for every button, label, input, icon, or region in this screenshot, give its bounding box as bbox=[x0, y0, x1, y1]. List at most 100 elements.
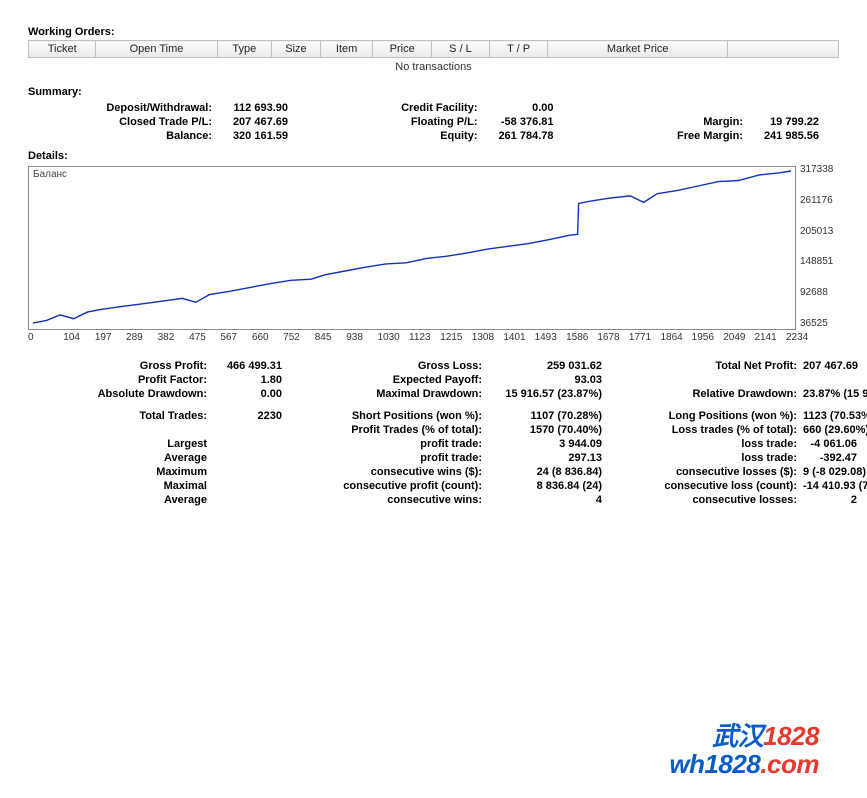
chart-x-tick: 289 bbox=[126, 332, 143, 343]
orders-col-header[interactable]: Price bbox=[373, 41, 432, 58]
details-label bbox=[28, 424, 213, 436]
summary-label: Deposit/Withdrawal: bbox=[28, 102, 218, 114]
details-label: Average bbox=[28, 452, 213, 464]
details-title: Details: bbox=[28, 150, 839, 162]
details-value: 24 (8 836.84) bbox=[488, 466, 618, 478]
summary-label: Floating P/L: bbox=[308, 116, 484, 128]
summary-value: 241 985.56 bbox=[749, 130, 839, 142]
chart-x-tick: 1308 bbox=[472, 332, 494, 343]
summary-label: Closed Trade P/L: bbox=[28, 116, 218, 128]
summary-label: Free Margin: bbox=[574, 130, 750, 142]
chart-x-tick: 938 bbox=[346, 332, 363, 343]
chart-x-tick: 0 bbox=[28, 332, 34, 343]
details-value: 1123 (70.53%) bbox=[803, 410, 867, 422]
details-value: 15 916.57 (23.87%) bbox=[488, 388, 618, 400]
orders-col-header[interactable]: S / L bbox=[431, 41, 489, 58]
chart-x-tick: 1493 bbox=[535, 332, 557, 343]
details-value: 0.00 bbox=[213, 388, 298, 400]
chart-x-tick: 1401 bbox=[503, 332, 525, 343]
summary-value: 0.00 bbox=[484, 102, 574, 114]
details-value: 3 944.09 bbox=[488, 438, 618, 450]
details-label: Total Trades: bbox=[28, 410, 213, 422]
summary-title: Summary: bbox=[28, 86, 839, 98]
summary-label: Balance: bbox=[28, 130, 218, 142]
details-label: Relative Drawdown: bbox=[618, 388, 803, 400]
orders-col-header[interactable]: Size bbox=[272, 41, 321, 58]
details-label: Gross Loss: bbox=[298, 360, 488, 372]
details-label: Profit Factor: bbox=[28, 374, 213, 386]
details-value: 1.80 bbox=[213, 374, 298, 386]
chart-y-tick: 261176 bbox=[800, 195, 833, 206]
details-value: 93.03 bbox=[488, 374, 618, 386]
summary-value: -58 376.81 bbox=[484, 116, 574, 128]
details-value: -392.47 bbox=[803, 452, 867, 464]
chart-series-label: Баланс bbox=[33, 169, 67, 180]
details-label: Short Positions (won %): bbox=[298, 410, 488, 422]
chart-x-tick: 2234 bbox=[786, 332, 808, 343]
details-value: 8 836.84 (24) bbox=[488, 480, 618, 492]
chart-x-tick: 845 bbox=[315, 332, 332, 343]
details-label: consecutive loss (count): bbox=[618, 480, 803, 492]
orders-col-header[interactable] bbox=[728, 41, 839, 58]
chart-y-tick: 36525 bbox=[800, 318, 828, 329]
details-label: consecutive wins ($): bbox=[298, 466, 488, 478]
details-label: profit trade: bbox=[298, 452, 488, 464]
orders-col-header[interactable]: Type bbox=[217, 41, 272, 58]
details-value: 207 467.69 bbox=[803, 360, 867, 372]
details-value: 23.87% (15 916.57) bbox=[803, 388, 867, 400]
details-label: Loss trades (% of total): bbox=[618, 424, 803, 436]
orders-col-header[interactable]: Ticket bbox=[29, 41, 96, 58]
details-label bbox=[618, 374, 803, 386]
details-value: 259 031.62 bbox=[488, 360, 618, 372]
chart-x-tick: 197 bbox=[95, 332, 112, 343]
summary-label: Equity: bbox=[308, 130, 484, 142]
details-value bbox=[213, 466, 298, 478]
no-transactions-text: No transactions bbox=[29, 58, 839, 77]
chart-y-tick: 317338 bbox=[800, 164, 833, 175]
details-label: Total Net Profit: bbox=[618, 360, 803, 372]
summary-value: 112 693.90 bbox=[218, 102, 308, 114]
chart-x-tick: 2141 bbox=[754, 332, 776, 343]
watermark-l2-blue: wh1828 bbox=[669, 749, 760, 779]
chart-x-tick: 752 bbox=[283, 332, 300, 343]
details-value: 466 499.31 bbox=[213, 360, 298, 372]
working-orders-table: TicketOpen TimeTypeSizeItemPriceS / LT /… bbox=[28, 40, 839, 76]
details-label: Maximal bbox=[28, 480, 213, 492]
chart-y-tick: 92688 bbox=[800, 287, 828, 298]
details-value bbox=[213, 494, 298, 506]
chart-box: Баланс bbox=[28, 166, 796, 330]
summary-label: Margin: bbox=[574, 116, 750, 128]
chart-x-tick: 1956 bbox=[692, 332, 714, 343]
chart-x-tick: 1771 bbox=[629, 332, 651, 343]
orders-col-header[interactable]: Market Price bbox=[548, 41, 728, 58]
chart-svg bbox=[29, 167, 795, 329]
details-value: 297.13 bbox=[488, 452, 618, 464]
details-label: consecutive losses ($): bbox=[618, 466, 803, 478]
chart-x-tick: 1678 bbox=[597, 332, 619, 343]
details-label: Profit Trades (% of total): bbox=[298, 424, 488, 436]
details-label: consecutive wins: bbox=[298, 494, 488, 506]
summary-value: 261 784.78 bbox=[484, 130, 574, 142]
details-label: Expected Payoff: bbox=[298, 374, 488, 386]
details-value: 2 bbox=[803, 494, 867, 506]
details-label: loss trade: bbox=[618, 438, 803, 450]
orders-col-header[interactable]: Open Time bbox=[96, 41, 217, 58]
orders-col-header[interactable]: T / P bbox=[490, 41, 548, 58]
chart-x-labels: 0104197289382475567660752845938103011231… bbox=[28, 332, 794, 346]
details-value: -4 061.06 bbox=[803, 438, 867, 450]
chart-x-tick: 1030 bbox=[377, 332, 399, 343]
chart-y-labels: 3173382611762050131488519268836525 bbox=[800, 166, 850, 328]
summary-label bbox=[574, 102, 750, 114]
summary-grid: Deposit/Withdrawal:112 693.90Credit Faci… bbox=[28, 102, 839, 142]
details-stats-grid: Gross Profit:466 499.31Gross Loss:259 03… bbox=[28, 360, 839, 506]
orders-col-header[interactable]: Item bbox=[320, 41, 373, 58]
details-value: -14 410.93 (7) bbox=[803, 480, 867, 492]
details-label: consecutive profit (count): bbox=[298, 480, 488, 492]
chart-x-tick: 475 bbox=[189, 332, 206, 343]
watermark-l1-blue: 武汉 bbox=[712, 721, 763, 751]
chart-x-tick: 1864 bbox=[660, 332, 682, 343]
working-orders-title: Working Orders: bbox=[28, 26, 839, 38]
details-value bbox=[213, 438, 298, 450]
summary-value: 207 467.69 bbox=[218, 116, 308, 128]
details-value bbox=[213, 480, 298, 492]
